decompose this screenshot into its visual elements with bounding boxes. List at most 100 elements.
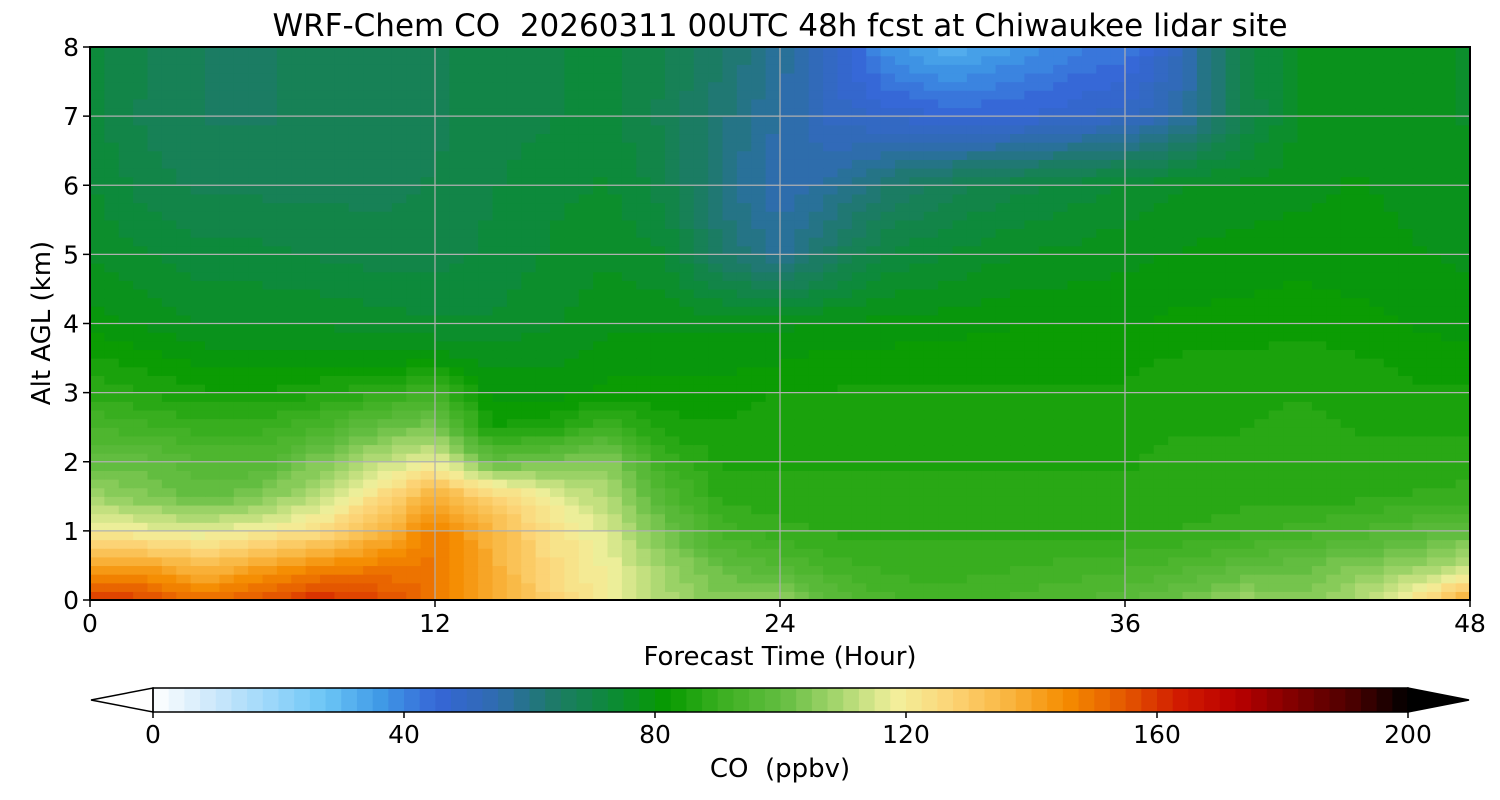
heatmap-cell	[147, 288, 163, 299]
heatmap-cell	[550, 375, 565, 385]
heatmap-cell	[320, 418, 335, 428]
heatmap-cell	[995, 591, 1011, 600]
heatmap-cell	[693, 582, 709, 592]
heatmap-cell	[1455, 237, 1470, 247]
heatmap-cell	[665, 340, 680, 351]
heatmap-cell	[765, 427, 781, 437]
heatmap-cell	[593, 254, 609, 264]
heatmap-cell	[593, 314, 609, 325]
heatmap-cell	[578, 167, 594, 178]
heatmap-cell	[521, 185, 537, 195]
heatmap-cell	[1311, 202, 1327, 212]
heatmap-cell	[478, 479, 494, 489]
heatmap-cell	[938, 314, 954, 325]
heatmap-cell	[1067, 574, 1083, 584]
heatmap-cell	[621, 263, 637, 273]
heatmap-cell	[348, 487, 364, 497]
heatmap-cell	[176, 496, 192, 506]
heatmap-cell	[923, 401, 939, 411]
heatmap-cell	[708, 159, 724, 169]
heatmap-cell	[1441, 383, 1457, 394]
heatmap-cell	[420, 556, 436, 567]
heatmap-cell	[1326, 288, 1342, 299]
heatmap-cell	[981, 548, 997, 558]
heatmap-cell	[1240, 496, 1255, 506]
heatmap-cell	[348, 539, 364, 549]
heatmap-cell	[665, 591, 680, 600]
heatmap-cell	[780, 280, 795, 290]
heatmap-cell	[1182, 461, 1198, 471]
heatmap-cell	[550, 228, 565, 238]
heatmap-cell	[463, 453, 479, 463]
heatmap-cell	[334, 211, 350, 221]
heatmap-cell	[1211, 470, 1227, 480]
heatmap-cell	[650, 574, 666, 584]
heatmap-cell	[1254, 237, 1270, 247]
heatmap-cell	[291, 288, 307, 299]
heatmap-cell	[1182, 496, 1198, 506]
heatmap-cell	[564, 167, 580, 178]
heatmap-cell	[219, 193, 235, 204]
heatmap-cell	[521, 556, 537, 567]
heatmap-cell	[90, 254, 105, 264]
heatmap-cell	[1225, 263, 1241, 273]
heatmap-cell	[564, 418, 580, 428]
heatmap-cell	[636, 375, 652, 385]
heatmap-cell	[492, 340, 508, 351]
heatmap-cell	[693, 314, 709, 325]
heatmap-cell	[463, 591, 479, 600]
heatmap-cell	[1283, 297, 1299, 307]
heatmap-cell	[564, 185, 580, 195]
heatmap-cell	[133, 591, 149, 600]
heatmap-cell	[564, 280, 580, 290]
heatmap-cell	[736, 185, 752, 195]
heatmap-cell	[895, 539, 910, 549]
heatmap-cell	[665, 288, 680, 299]
heatmap-cell	[1038, 306, 1054, 316]
heatmap-cell	[837, 409, 853, 420]
heatmap-cell	[1311, 444, 1327, 454]
heatmap-cell	[1426, 340, 1442, 351]
heatmap-cell	[219, 280, 235, 290]
heatmap-cell	[535, 375, 551, 385]
heatmap-cell	[1398, 513, 1414, 523]
heatmap-cell	[377, 453, 393, 463]
heatmap-cell	[492, 556, 508, 567]
heatmap-cell	[276, 504, 292, 515]
heatmap-cell	[492, 332, 508, 342]
heatmap-cell	[1053, 340, 1069, 351]
heatmap-cell	[1340, 461, 1356, 471]
heatmap-cell	[966, 358, 982, 368]
heatmap-cell	[794, 245, 810, 255]
heatmap-cell	[233, 271, 249, 281]
heatmap-cell	[966, 297, 982, 307]
heatmap-cell	[1096, 496, 1112, 506]
heatmap-cell	[1081, 280, 1097, 290]
heatmap-cell	[981, 314, 997, 325]
heatmap-cell	[938, 306, 954, 316]
heatmap-cell	[923, 504, 939, 515]
heatmap-cell	[420, 522, 436, 532]
heatmap-cell	[1426, 211, 1442, 221]
heatmap-cell	[420, 513, 436, 523]
heatmap-cell	[1355, 332, 1370, 342]
heatmap-cell	[219, 461, 235, 471]
heatmap-cell	[1110, 297, 1126, 307]
heatmap-cell	[880, 280, 896, 290]
heatmap-cell	[377, 556, 393, 567]
heatmap-cell	[550, 323, 565, 333]
heatmap-cell	[377, 418, 393, 428]
heatmap-cell	[564, 513, 580, 523]
heatmap-cell	[1369, 219, 1385, 230]
heatmap-cell	[550, 288, 565, 299]
heatmap-cell	[1297, 461, 1313, 471]
heatmap-cell	[636, 159, 652, 169]
heatmap-cell	[478, 522, 494, 532]
heatmap-cell	[133, 332, 149, 342]
heatmap-cell	[1125, 323, 1140, 333]
heatmap-cell	[492, 245, 508, 255]
heatmap-cell	[550, 591, 565, 600]
heatmap-cell	[1053, 513, 1069, 523]
heatmap-cell	[262, 176, 278, 186]
heatmap-cell	[176, 297, 192, 307]
